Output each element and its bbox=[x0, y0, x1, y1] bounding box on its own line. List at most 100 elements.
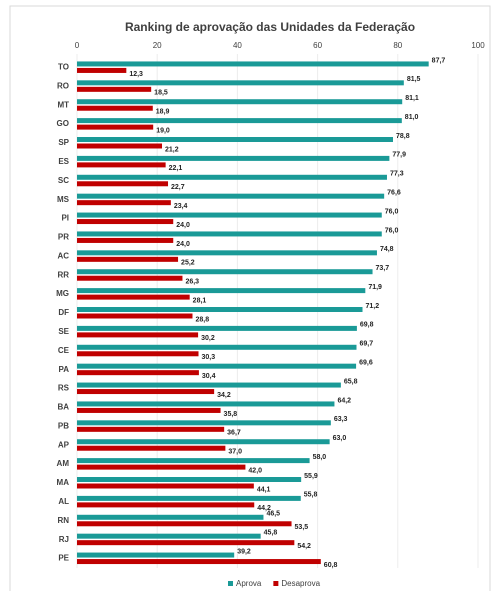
bar bbox=[77, 212, 382, 218]
value-label: 18,5 bbox=[154, 90, 168, 97]
value-label: 69,8 bbox=[360, 322, 374, 329]
bar bbox=[77, 540, 295, 546]
bar bbox=[77, 401, 335, 407]
value-label: 76,6 bbox=[387, 190, 401, 197]
bar bbox=[77, 86, 152, 92]
value-label: 55,9 bbox=[304, 473, 318, 480]
y-tick-label: SE bbox=[58, 327, 69, 336]
legend-label: Desaprova bbox=[281, 579, 320, 588]
bar bbox=[77, 105, 153, 111]
value-label: 58,0 bbox=[313, 454, 327, 461]
value-label: 42,0 bbox=[248, 467, 262, 474]
value-label: 37,0 bbox=[228, 449, 242, 456]
bar bbox=[77, 458, 310, 464]
y-tick-label: MT bbox=[57, 100, 69, 109]
value-label: 71,9 bbox=[368, 284, 382, 291]
x-tick-label: 40 bbox=[233, 41, 242, 50]
value-label: 34,2 bbox=[217, 392, 231, 399]
y-tick-label: MG bbox=[56, 289, 69, 298]
value-label: 73,7 bbox=[376, 265, 390, 272]
value-label: 24,0 bbox=[176, 222, 190, 229]
bar bbox=[77, 495, 301, 501]
bar bbox=[77, 237, 174, 243]
bar bbox=[77, 67, 127, 73]
bar bbox=[77, 155, 390, 161]
bar bbox=[77, 219, 174, 225]
value-label: 18,9 bbox=[156, 109, 170, 116]
value-label: 35,8 bbox=[224, 411, 238, 418]
bar bbox=[77, 193, 385, 199]
value-label: 76,0 bbox=[385, 227, 399, 234]
y-tick-label: BA bbox=[57, 403, 69, 412]
x-tick-label: 100 bbox=[471, 41, 485, 50]
bar bbox=[77, 275, 183, 281]
value-label: 25,2 bbox=[181, 260, 195, 267]
y-tick-label: AC bbox=[57, 251, 69, 260]
bar bbox=[77, 370, 199, 376]
value-label: 24,0 bbox=[176, 241, 190, 248]
bar bbox=[77, 552, 235, 558]
bar bbox=[77, 389, 215, 395]
value-label: 28,1 bbox=[193, 297, 207, 304]
bar bbox=[77, 162, 166, 168]
value-label: 76,0 bbox=[385, 208, 399, 215]
value-label: 12,3 bbox=[129, 71, 143, 78]
value-label: 46,5 bbox=[266, 511, 280, 518]
x-tick-label: 0 bbox=[75, 41, 80, 50]
value-label: 26,3 bbox=[185, 279, 199, 286]
value-label: 81,1 bbox=[405, 95, 419, 102]
bar bbox=[77, 464, 246, 470]
bar bbox=[77, 200, 171, 206]
bar bbox=[77, 231, 382, 237]
legend-swatch bbox=[228, 581, 233, 586]
value-label: 77,3 bbox=[390, 171, 404, 178]
value-label: 22,7 bbox=[171, 184, 185, 191]
value-label: 60,8 bbox=[324, 562, 338, 569]
bar bbox=[77, 426, 225, 432]
bar bbox=[77, 559, 321, 565]
y-tick-label: ES bbox=[58, 157, 69, 166]
value-label: 23,4 bbox=[174, 203, 188, 210]
bar bbox=[77, 250, 377, 256]
value-label: 30,4 bbox=[202, 373, 216, 380]
bar bbox=[77, 363, 357, 369]
bar bbox=[77, 143, 163, 149]
bar bbox=[77, 118, 402, 124]
legend-label: Aprova bbox=[236, 579, 262, 588]
y-tick-label: PR bbox=[58, 233, 69, 242]
y-tick-label: PE bbox=[58, 554, 69, 563]
bar bbox=[77, 288, 366, 294]
bar bbox=[77, 137, 393, 142]
y-tick-label: CE bbox=[58, 346, 70, 355]
value-label: 64,2 bbox=[337, 397, 351, 404]
bar bbox=[77, 313, 193, 319]
y-tick-label: RS bbox=[58, 384, 70, 393]
y-tick-label: GO bbox=[57, 119, 69, 128]
bar bbox=[77, 325, 357, 331]
value-label: 81,5 bbox=[407, 76, 421, 83]
y-tick-label: RR bbox=[57, 270, 69, 279]
value-label: 74,8 bbox=[380, 246, 394, 253]
bar bbox=[77, 407, 221, 413]
bar bbox=[77, 483, 254, 489]
value-label: 78,8 bbox=[396, 133, 410, 140]
y-tick-label: RJ bbox=[59, 535, 69, 544]
bar bbox=[77, 521, 292, 527]
y-tick-label: AL bbox=[58, 497, 69, 506]
bar bbox=[77, 351, 199, 357]
y-tick-label: DF bbox=[58, 308, 69, 317]
value-label: 77,9 bbox=[392, 152, 406, 159]
value-label: 36,7 bbox=[227, 430, 241, 437]
bar bbox=[77, 332, 199, 338]
value-label: 63,3 bbox=[334, 416, 348, 423]
bar bbox=[77, 174, 387, 180]
bar bbox=[77, 502, 255, 508]
x-tick-label: 20 bbox=[153, 41, 162, 50]
bar bbox=[77, 294, 190, 300]
x-tick-label: 80 bbox=[393, 41, 402, 50]
value-label: 81,0 bbox=[405, 114, 419, 121]
y-tick-label: RN bbox=[57, 516, 69, 525]
value-label: 54,2 bbox=[297, 543, 311, 550]
bar bbox=[77, 420, 331, 426]
